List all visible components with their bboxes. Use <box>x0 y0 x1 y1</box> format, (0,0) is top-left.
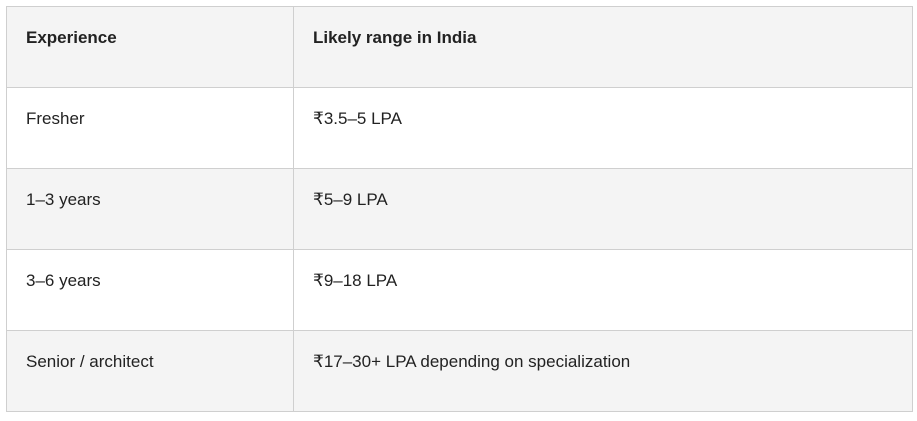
row: 3–6 years ₹9–18 LPA <box>6 249 913 331</box>
header-cell: Likely range in India <box>293 6 913 88</box>
cell: Senior / architect <box>6 330 294 412</box>
cell: 3–6 years <box>6 249 294 331</box>
row: 1–3 years ₹5–9 LPA <box>6 168 913 250</box>
header-cell: Experience <box>6 6 294 88</box>
salary-table: Experience Likely range in India Fresher… <box>6 6 913 412</box>
cell: 1–3 years <box>6 168 294 250</box>
cell: ₹9–18 LPA <box>293 249 913 331</box>
row: Senior / architect ₹17–30+ LPA depending… <box>6 330 913 412</box>
cell: Fresher <box>6 87 294 169</box>
header-row: Experience Likely range in India <box>6 6 913 88</box>
cell: ₹3.5–5 LPA <box>293 87 913 169</box>
cell: ₹17–30+ LPA depending on specialization <box>293 330 913 412</box>
cell: ₹5–9 LPA <box>293 168 913 250</box>
row: Fresher ₹3.5–5 LPA <box>6 87 913 169</box>
